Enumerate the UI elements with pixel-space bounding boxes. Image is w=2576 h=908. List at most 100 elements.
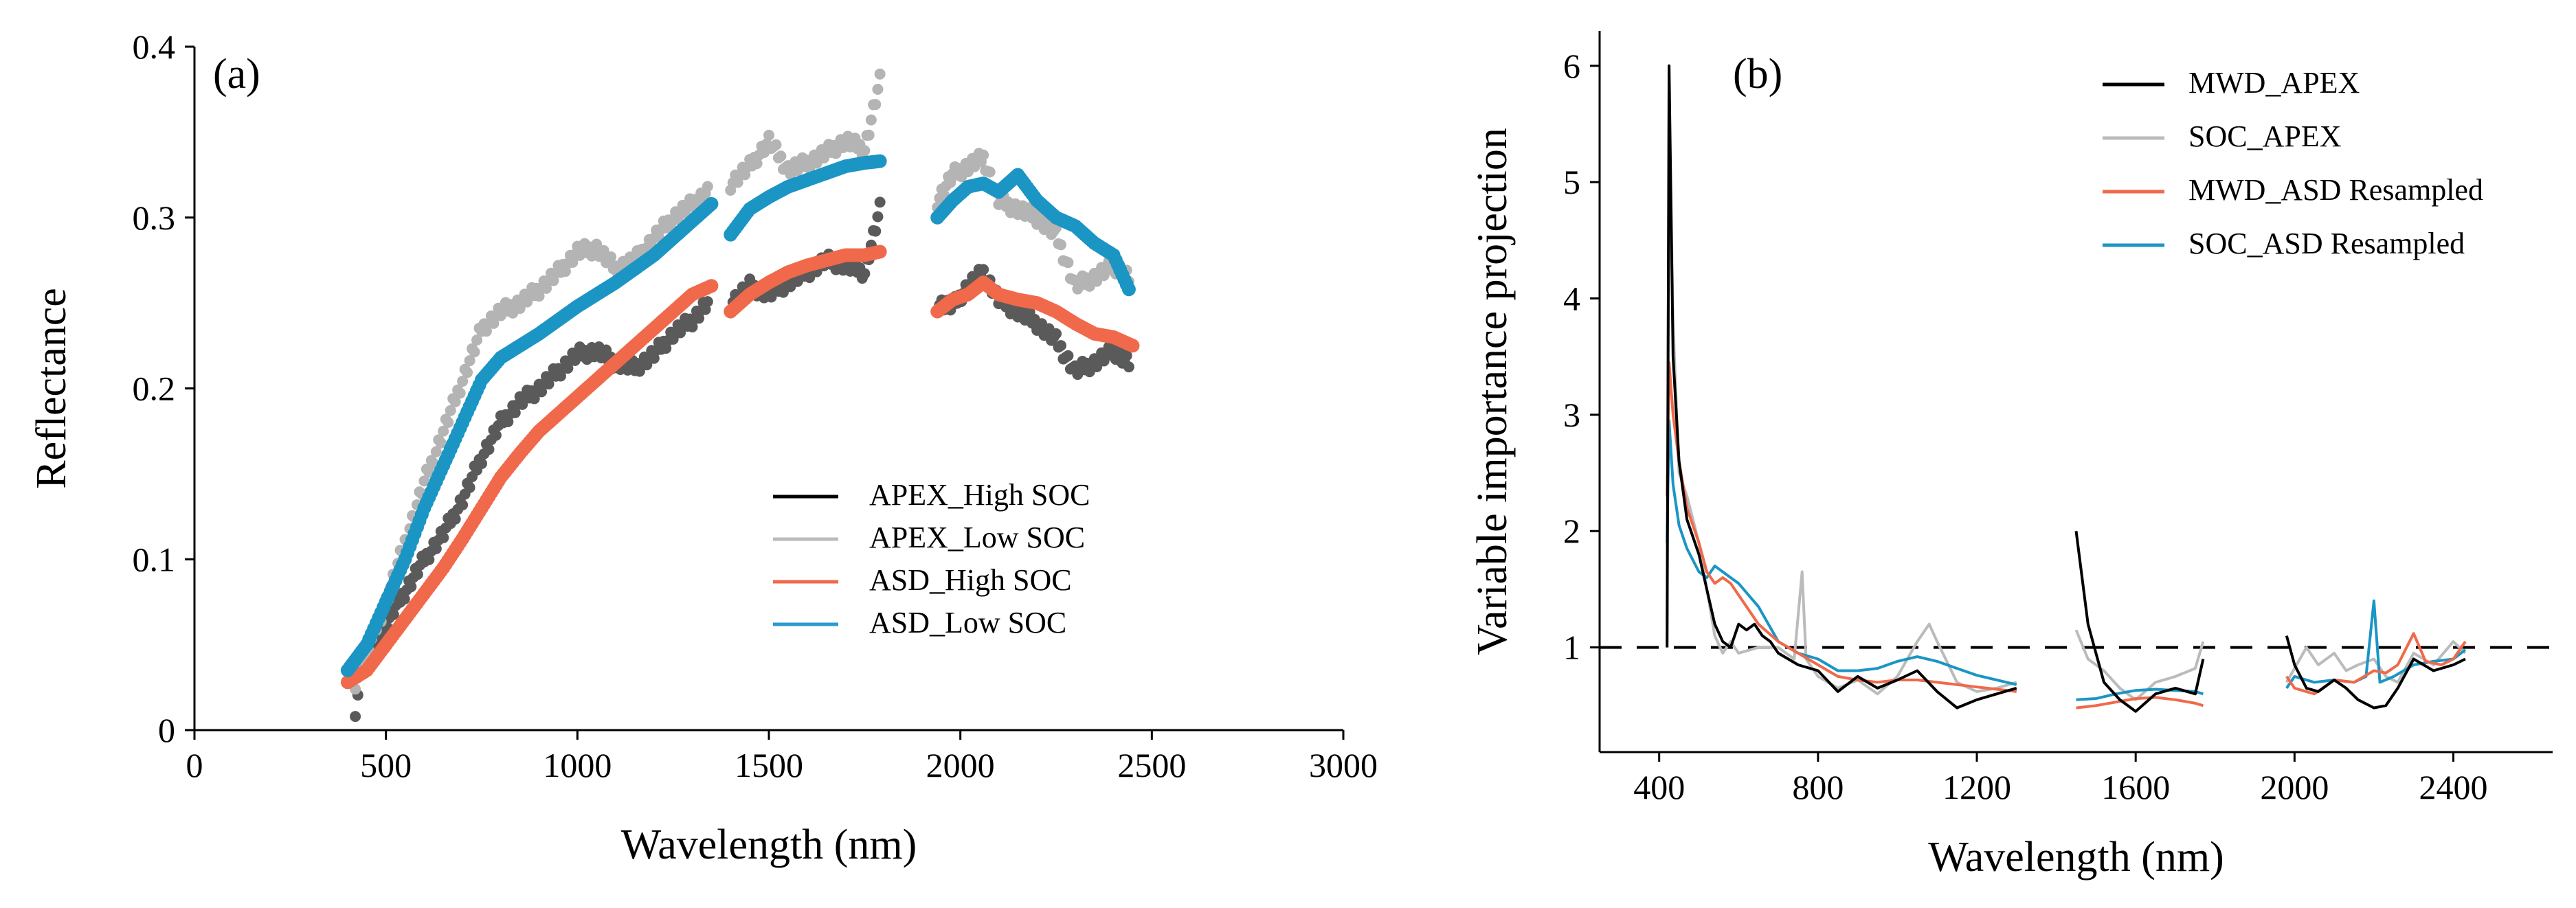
x-tick-label: 0 <box>186 746 203 784</box>
x-tick-label: 1200 <box>1942 768 2011 806</box>
data-point <box>865 114 877 126</box>
legend-label: APEX_High SOC <box>869 478 1090 512</box>
data-point <box>483 444 495 455</box>
legend-label: MWD_APEX <box>2188 66 2360 100</box>
data-point <box>418 475 430 487</box>
legend-label: ASD_Low SOC <box>869 606 1066 639</box>
data-point <box>430 446 442 457</box>
data-point <box>751 158 763 170</box>
data-point <box>462 367 473 378</box>
series-line <box>2285 599 2467 690</box>
series-mwd-apex <box>1666 64 2466 713</box>
data-point <box>445 405 456 416</box>
data-point <box>476 457 487 469</box>
data-point <box>443 417 454 429</box>
x-tick-label: 1600 <box>2101 768 2170 806</box>
x-tick-label: 400 <box>1633 768 1685 806</box>
data-point <box>873 154 887 168</box>
data-point <box>605 251 617 262</box>
data-point <box>945 177 956 188</box>
data-point <box>490 429 502 441</box>
y-tick-label: 0.3 <box>133 198 176 237</box>
series-line <box>1666 64 2017 710</box>
data-point <box>763 129 774 141</box>
data-point <box>1051 328 1062 339</box>
y-axis-label: Variable importance projection <box>1469 128 1516 655</box>
series-line <box>2285 635 2466 710</box>
series-line <box>2285 632 2467 696</box>
y-tick-label: 0.4 <box>133 27 176 66</box>
data-point <box>1062 350 1074 361</box>
data-point <box>591 238 603 250</box>
data-point <box>469 346 480 358</box>
data-point <box>449 513 461 525</box>
data-point <box>423 554 435 565</box>
x-axis-label: Wavelength (nm) <box>1928 834 2224 881</box>
x-axis-label: Wavelength (nm) <box>621 821 917 868</box>
data-point <box>978 149 989 161</box>
data-point <box>388 609 399 620</box>
data-point <box>1121 350 1132 361</box>
series-line <box>2076 696 2204 710</box>
y-tick-label: 1 <box>1563 628 1580 667</box>
y-axis-label: Reflectance <box>28 288 75 489</box>
x-tick-label: 1000 <box>543 746 612 784</box>
data-point <box>598 245 609 256</box>
series-line <box>1666 361 2017 693</box>
y-tick-label: 0.2 <box>133 370 176 408</box>
y-tick-label: 2 <box>1563 512 1580 550</box>
data-point <box>1121 282 1136 297</box>
data-point <box>435 437 447 449</box>
data-point <box>1125 339 1140 353</box>
panel-b-vip-chart: 400 800 1200 1600 2000 2400 1 2 3 4 5 6 Wavelength (… <box>1469 31 2553 881</box>
legend-label: SOC_APEX <box>2188 120 2342 153</box>
x-tick-label: 2500 <box>1117 746 1186 784</box>
legend-label: ASD_High SOC <box>869 563 1072 597</box>
data-point <box>978 264 989 275</box>
panel-label-a: (a) <box>213 51 260 98</box>
legend-label: SOC_ASD Resampled <box>2188 227 2465 260</box>
data-point <box>874 196 886 208</box>
y-tick-label: 0 <box>158 711 175 749</box>
data-point <box>872 211 884 223</box>
panel-a-reflectance-chart: 0 500 1000 1500 2000 2500 3000 0 0.1 0.2 0.3 0.4 Wav… <box>28 27 1378 868</box>
x-tick-label: 2000 <box>926 746 995 784</box>
data-point <box>1123 361 1134 373</box>
legend-label: APEX_Low SOC <box>869 521 1085 554</box>
data-point <box>464 481 475 493</box>
data-point <box>863 129 875 141</box>
y-tick-label: 6 <box>1563 47 1580 85</box>
data-point <box>1062 257 1074 269</box>
x-tick-label: 3000 <box>1309 746 1378 784</box>
data-point <box>457 376 469 387</box>
series-asd-high-soc <box>340 245 1140 690</box>
data-point <box>464 355 475 367</box>
data-point <box>859 268 871 280</box>
series-mwd-asd-resampled <box>1666 361 2467 710</box>
series-line <box>2076 688 2204 701</box>
data-point <box>872 83 884 95</box>
series-apex-high-soc <box>350 196 1134 723</box>
y-tick-label: 0.1 <box>133 540 176 578</box>
data-point <box>704 279 719 293</box>
series-asd-low-soc <box>340 154 1136 677</box>
data-point <box>1055 340 1066 352</box>
data-point <box>702 181 713 192</box>
data-point <box>870 225 882 237</box>
data-point <box>873 245 887 259</box>
x-tick-label: 2000 <box>2260 768 2329 806</box>
data-point <box>412 569 423 580</box>
x-tick-label: 800 <box>1792 768 1844 806</box>
data-point <box>859 145 871 157</box>
legend-label: MWD_ASD Resampled <box>2188 173 2483 207</box>
series-line <box>2074 530 2205 713</box>
data-point <box>399 593 410 605</box>
data-point <box>702 296 713 308</box>
data-point <box>775 150 787 162</box>
y-tick-label: 3 <box>1563 396 1580 434</box>
data-point <box>430 543 442 554</box>
data-point <box>438 532 449 543</box>
data-point <box>984 166 996 178</box>
x-tick-label: 2400 <box>2419 768 2488 806</box>
